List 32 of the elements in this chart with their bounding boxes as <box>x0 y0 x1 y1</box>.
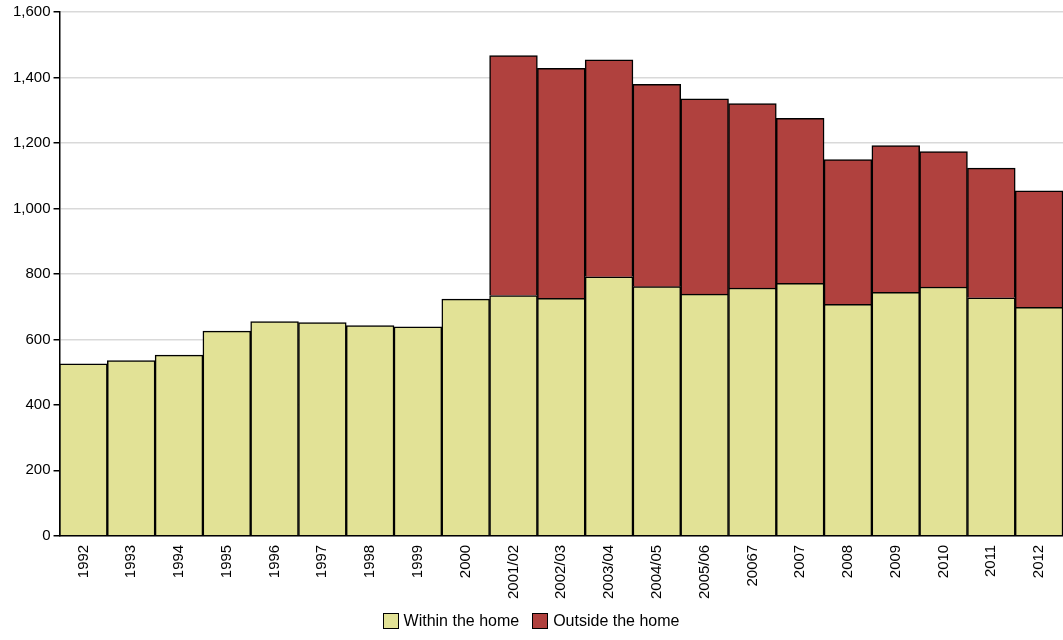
y-tick-label: 800 <box>25 264 51 282</box>
x-tick-label: 2005/06 <box>694 544 712 600</box>
legend-label: Within the home <box>403 612 520 630</box>
x-tick-label: 1992 <box>73 544 91 579</box>
x-tick-label: 1996 <box>264 544 282 579</box>
y-tick-label: 200 <box>25 460 51 478</box>
x-tick-label: 2001/02 <box>503 544 521 600</box>
x-tick-label: 2007 <box>790 544 808 579</box>
y-tick-label: 1,200 <box>12 133 51 151</box>
x-tick-label: 1995 <box>216 544 234 579</box>
x-tick-label: 1993 <box>121 544 139 579</box>
y-tick-label: 1,000 <box>12 198 51 216</box>
x-tick-label: 2009 <box>885 544 903 579</box>
x-tick-label: 1998 <box>360 544 378 579</box>
x-tick-label: 20067 <box>742 544 760 587</box>
x-tick-label: 2000 <box>455 544 473 579</box>
x-tick-label: 2004/05 <box>646 544 664 600</box>
y-tick-label: 1,400 <box>12 67 51 85</box>
legend-label: Outside the home <box>553 612 680 630</box>
x-tick-label: 2010 <box>933 544 951 579</box>
y-tick-label: 600 <box>25 329 51 347</box>
x-tick-label: 2002/03 <box>551 544 569 600</box>
y-tick-label: 400 <box>25 394 51 412</box>
x-tick-label: 2011 <box>981 544 999 578</box>
y-tick-label: 1,600 <box>12 2 51 20</box>
y-tick-label: 0 <box>42 525 51 543</box>
x-tick-label: 1994 <box>169 544 187 579</box>
x-tick-label: 1999 <box>408 544 426 579</box>
x-tick-label: 2012 <box>1029 544 1047 579</box>
x-tick-label: 2003/04 <box>599 544 617 600</box>
x-tick-label: 1997 <box>312 544 330 579</box>
x-tick-label: 2008 <box>838 544 856 579</box>
